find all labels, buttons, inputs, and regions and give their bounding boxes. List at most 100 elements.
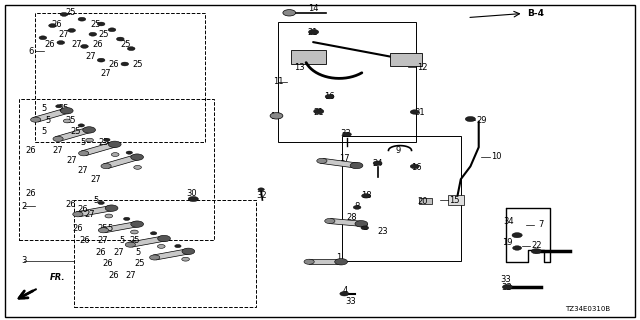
- Text: 25: 25: [132, 60, 143, 69]
- Circle shape: [182, 257, 189, 261]
- Circle shape: [131, 230, 138, 234]
- Circle shape: [361, 226, 369, 230]
- Text: 26: 26: [92, 40, 102, 49]
- Text: 5: 5: [41, 127, 46, 136]
- Circle shape: [465, 116, 476, 122]
- Text: 34: 34: [504, 217, 514, 226]
- Text: 20: 20: [417, 197, 428, 206]
- Text: 25: 25: [99, 30, 109, 39]
- Text: 26: 26: [102, 260, 113, 268]
- Text: 25: 25: [65, 8, 76, 17]
- Circle shape: [342, 132, 351, 137]
- Circle shape: [150, 255, 160, 260]
- Text: 25: 25: [91, 20, 101, 28]
- Circle shape: [502, 284, 513, 290]
- Circle shape: [126, 151, 132, 154]
- Polygon shape: [76, 206, 113, 217]
- Text: 27: 27: [59, 30, 69, 39]
- Polygon shape: [309, 259, 341, 264]
- Circle shape: [111, 153, 119, 156]
- Text: 14: 14: [270, 112, 280, 121]
- Text: 5: 5: [119, 236, 124, 245]
- Text: 25: 25: [97, 224, 108, 233]
- Text: 11: 11: [273, 77, 284, 86]
- Text: FR.: FR.: [50, 273, 65, 282]
- Text: 27: 27: [126, 271, 136, 280]
- Text: 25: 25: [59, 104, 69, 113]
- Circle shape: [49, 24, 56, 28]
- Circle shape: [283, 10, 296, 16]
- Text: 16: 16: [324, 92, 335, 100]
- Text: 26: 26: [45, 40, 55, 49]
- Circle shape: [124, 217, 130, 220]
- Text: 27: 27: [72, 40, 82, 49]
- Text: 27: 27: [67, 156, 77, 164]
- Text: 8: 8: [355, 202, 360, 211]
- Polygon shape: [81, 142, 117, 156]
- Bar: [390, 53, 422, 66]
- Circle shape: [63, 119, 71, 123]
- Text: TZ34E0310B: TZ34E0310B: [565, 306, 610, 312]
- Text: 32: 32: [256, 191, 266, 200]
- Text: 1: 1: [337, 253, 342, 262]
- Polygon shape: [102, 222, 139, 233]
- Text: 19: 19: [502, 238, 512, 247]
- Text: 26: 26: [26, 189, 36, 198]
- Polygon shape: [329, 219, 362, 226]
- Circle shape: [410, 164, 419, 169]
- Text: 33: 33: [340, 129, 351, 138]
- Text: 17: 17: [339, 154, 349, 163]
- Text: 27: 27: [52, 146, 63, 155]
- Text: 26: 26: [51, 20, 61, 28]
- Text: 28: 28: [347, 213, 357, 222]
- Text: 10: 10: [491, 152, 501, 161]
- Circle shape: [325, 94, 334, 99]
- Circle shape: [31, 117, 41, 122]
- Text: 25: 25: [134, 260, 145, 268]
- Circle shape: [57, 41, 65, 44]
- Circle shape: [79, 151, 89, 156]
- Circle shape: [270, 113, 283, 119]
- Text: 26: 26: [109, 60, 119, 69]
- Circle shape: [125, 242, 136, 247]
- Text: 5: 5: [41, 104, 46, 113]
- Bar: [278, 22, 416, 142]
- Circle shape: [175, 244, 181, 248]
- Circle shape: [104, 138, 110, 141]
- Text: 26: 26: [96, 248, 106, 257]
- Circle shape: [89, 32, 97, 36]
- Text: 12: 12: [417, 63, 428, 72]
- Circle shape: [116, 37, 124, 41]
- Circle shape: [97, 58, 105, 62]
- Text: 21: 21: [307, 28, 317, 36]
- Text: 22: 22: [531, 241, 541, 250]
- Text: 5: 5: [93, 196, 99, 204]
- Circle shape: [105, 205, 118, 211]
- Circle shape: [353, 205, 361, 209]
- Bar: [74, 200, 256, 307]
- Text: 25: 25: [99, 138, 109, 147]
- Text: 27: 27: [86, 52, 96, 60]
- Polygon shape: [33, 108, 69, 122]
- Circle shape: [60, 12, 68, 16]
- Circle shape: [410, 110, 419, 114]
- Polygon shape: [129, 236, 166, 247]
- Circle shape: [513, 246, 522, 250]
- Circle shape: [182, 248, 195, 254]
- Circle shape: [258, 188, 264, 191]
- Text: 26: 26: [79, 236, 90, 245]
- Text: 23: 23: [378, 227, 388, 236]
- Circle shape: [531, 249, 541, 254]
- Circle shape: [78, 17, 86, 21]
- Circle shape: [99, 228, 109, 233]
- Text: 5: 5: [135, 248, 140, 257]
- Text: 33: 33: [346, 297, 356, 306]
- Text: 27: 27: [100, 69, 111, 78]
- Polygon shape: [104, 155, 140, 168]
- Polygon shape: [153, 249, 190, 260]
- Text: 26: 26: [26, 146, 36, 155]
- Text: 5: 5: [81, 138, 86, 147]
- Text: 21: 21: [314, 108, 324, 116]
- Text: 16: 16: [411, 163, 421, 172]
- Circle shape: [73, 212, 83, 217]
